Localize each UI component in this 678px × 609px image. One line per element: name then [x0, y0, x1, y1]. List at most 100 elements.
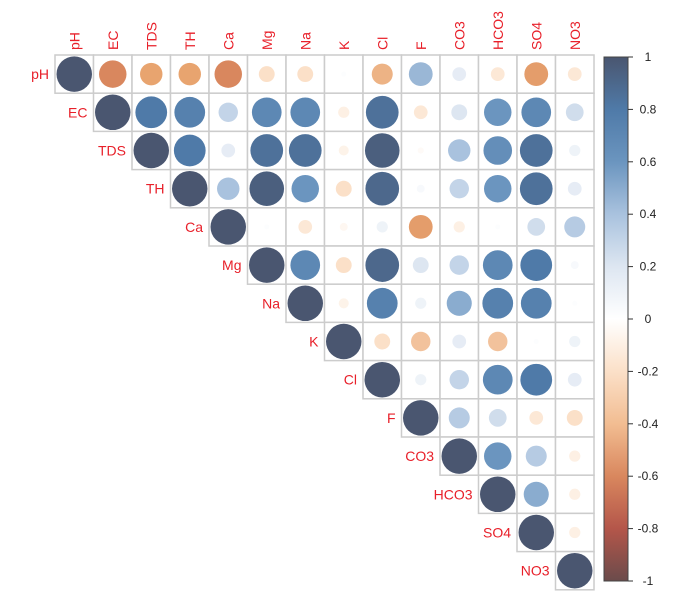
correlation-circle — [446, 290, 472, 316]
correlation-circle — [290, 97, 321, 128]
correlation-circle — [484, 442, 512, 470]
colorbar-ticks: 1 0.8 0.6 0.4 0.2 0 -0.2 -0.4 -0.6 -0.8 -1 — [628, 50, 659, 588]
correlation-circle — [483, 136, 513, 165]
correlation-circle — [448, 139, 471, 162]
correlation-circle — [374, 333, 391, 350]
correlation-circle — [264, 224, 270, 230]
correlation-circle — [570, 261, 579, 270]
correlation-circle — [557, 552, 593, 589]
correlation-circle — [480, 476, 516, 513]
correlation-circle — [488, 409, 507, 427]
correlation-circle — [527, 218, 546, 236]
correlation-circle — [250, 134, 284, 167]
correlation-circle — [214, 60, 242, 88]
correlation-circle — [366, 287, 398, 319]
correlation-circle — [566, 409, 583, 426]
correlation-circle — [569, 335, 581, 348]
matrix-cell — [554, 130, 595, 171]
correlation-circle — [56, 56, 92, 92]
correlation-circle — [482, 250, 513, 280]
correlation-circle — [449, 178, 469, 199]
correlation-circle — [452, 67, 467, 81]
matrix-cell — [323, 54, 364, 94]
correlation-circle — [482, 287, 514, 319]
row-label: CO3 — [405, 448, 434, 464]
correlation-circle — [524, 62, 549, 87]
correlation-circle — [408, 62, 433, 87]
row-label: Mg — [222, 257, 241, 273]
row-label: NO3 — [521, 563, 550, 579]
correlation-circle — [564, 216, 586, 238]
correlation-circle — [341, 71, 347, 77]
correlation-circle — [221, 143, 236, 158]
correlation-circle — [567, 181, 582, 196]
correlation-circle — [449, 255, 469, 275]
column-label: Ca — [220, 32, 236, 50]
correlation-circle — [133, 132, 169, 169]
correlation-circle — [258, 66, 275, 83]
correlation-circle — [326, 323, 362, 360]
correlation-circle — [210, 209, 246, 245]
column-label: pH — [66, 32, 82, 50]
colorbar-tick-label: 0.2 — [640, 260, 657, 274]
correlation-circle — [521, 97, 552, 128]
colorbar-gradient — [603, 56, 629, 582]
colorbar-tick-label: 1 — [645, 50, 652, 64]
correlation-circle — [523, 481, 549, 507]
correlation-circle — [567, 372, 582, 387]
correlation-circle — [482, 364, 513, 395]
correlation-circle — [567, 67, 582, 81]
colorbar-tick-label: 0.6 — [640, 155, 657, 169]
correlation-circle — [519, 134, 553, 167]
column-label: Cl — [374, 37, 390, 50]
correlation-circle — [364, 361, 400, 398]
correlation-circle — [335, 180, 352, 197]
column-label: HCO3 — [490, 11, 506, 50]
correlation-circle — [174, 96, 206, 128]
correlation-circle — [251, 97, 282, 128]
correlation-circle — [518, 514, 554, 551]
correlation-circle — [218, 102, 238, 123]
correlation-circle — [338, 298, 349, 309]
colorbar-tick-label: 0.4 — [640, 207, 657, 221]
correlation-circle — [520, 287, 552, 319]
correlation-circle — [520, 249, 553, 281]
correlation-circle — [525, 445, 547, 467]
column-label: F — [413, 41, 429, 50]
column-label: Mg — [259, 31, 275, 50]
correlation-circle — [297, 66, 314, 83]
correlation-circle — [364, 133, 400, 168]
correlation-circle — [408, 214, 433, 239]
correlation-circle — [335, 257, 352, 274]
colorbar-tick-label: -0.2 — [638, 364, 659, 378]
row-labels: pH EC TDS TH Ca Mg Na K Cl F CO3 HCO3 SO4 NO3 — [31, 66, 550, 579]
correlation-circle — [415, 297, 427, 309]
column-label: TDS — [143, 22, 159, 50]
correlation-circle — [140, 62, 163, 86]
correlation-circle — [495, 224, 501, 230]
correlation-matrix — [54, 54, 595, 591]
column-label: Na — [297, 32, 313, 50]
correlation-circle — [520, 363, 553, 396]
column-label: K — [336, 40, 352, 50]
correlation-circle — [135, 96, 168, 129]
correlation-circle — [173, 134, 206, 167]
correlation-circle — [417, 147, 424, 154]
row-label: HCO3 — [434, 486, 473, 502]
column-label: SO4 — [528, 22, 544, 50]
column-label: EC — [105, 31, 121, 50]
matrix-cell — [554, 359, 595, 400]
correlation-circle — [453, 221, 465, 233]
correlation-circle — [290, 250, 321, 280]
correlation-circle — [569, 450, 581, 462]
correlation-circle — [298, 220, 313, 234]
correlation-circle — [533, 338, 539, 345]
correlation-circle — [488, 331, 508, 352]
correlation-circle — [288, 134, 322, 167]
matrix-cell — [554, 54, 595, 94]
correlation-circle — [178, 62, 201, 86]
correlation-circle — [572, 300, 578, 306]
correlation-circle — [217, 177, 240, 200]
colorbar-tick-label: -0.8 — [638, 522, 659, 536]
